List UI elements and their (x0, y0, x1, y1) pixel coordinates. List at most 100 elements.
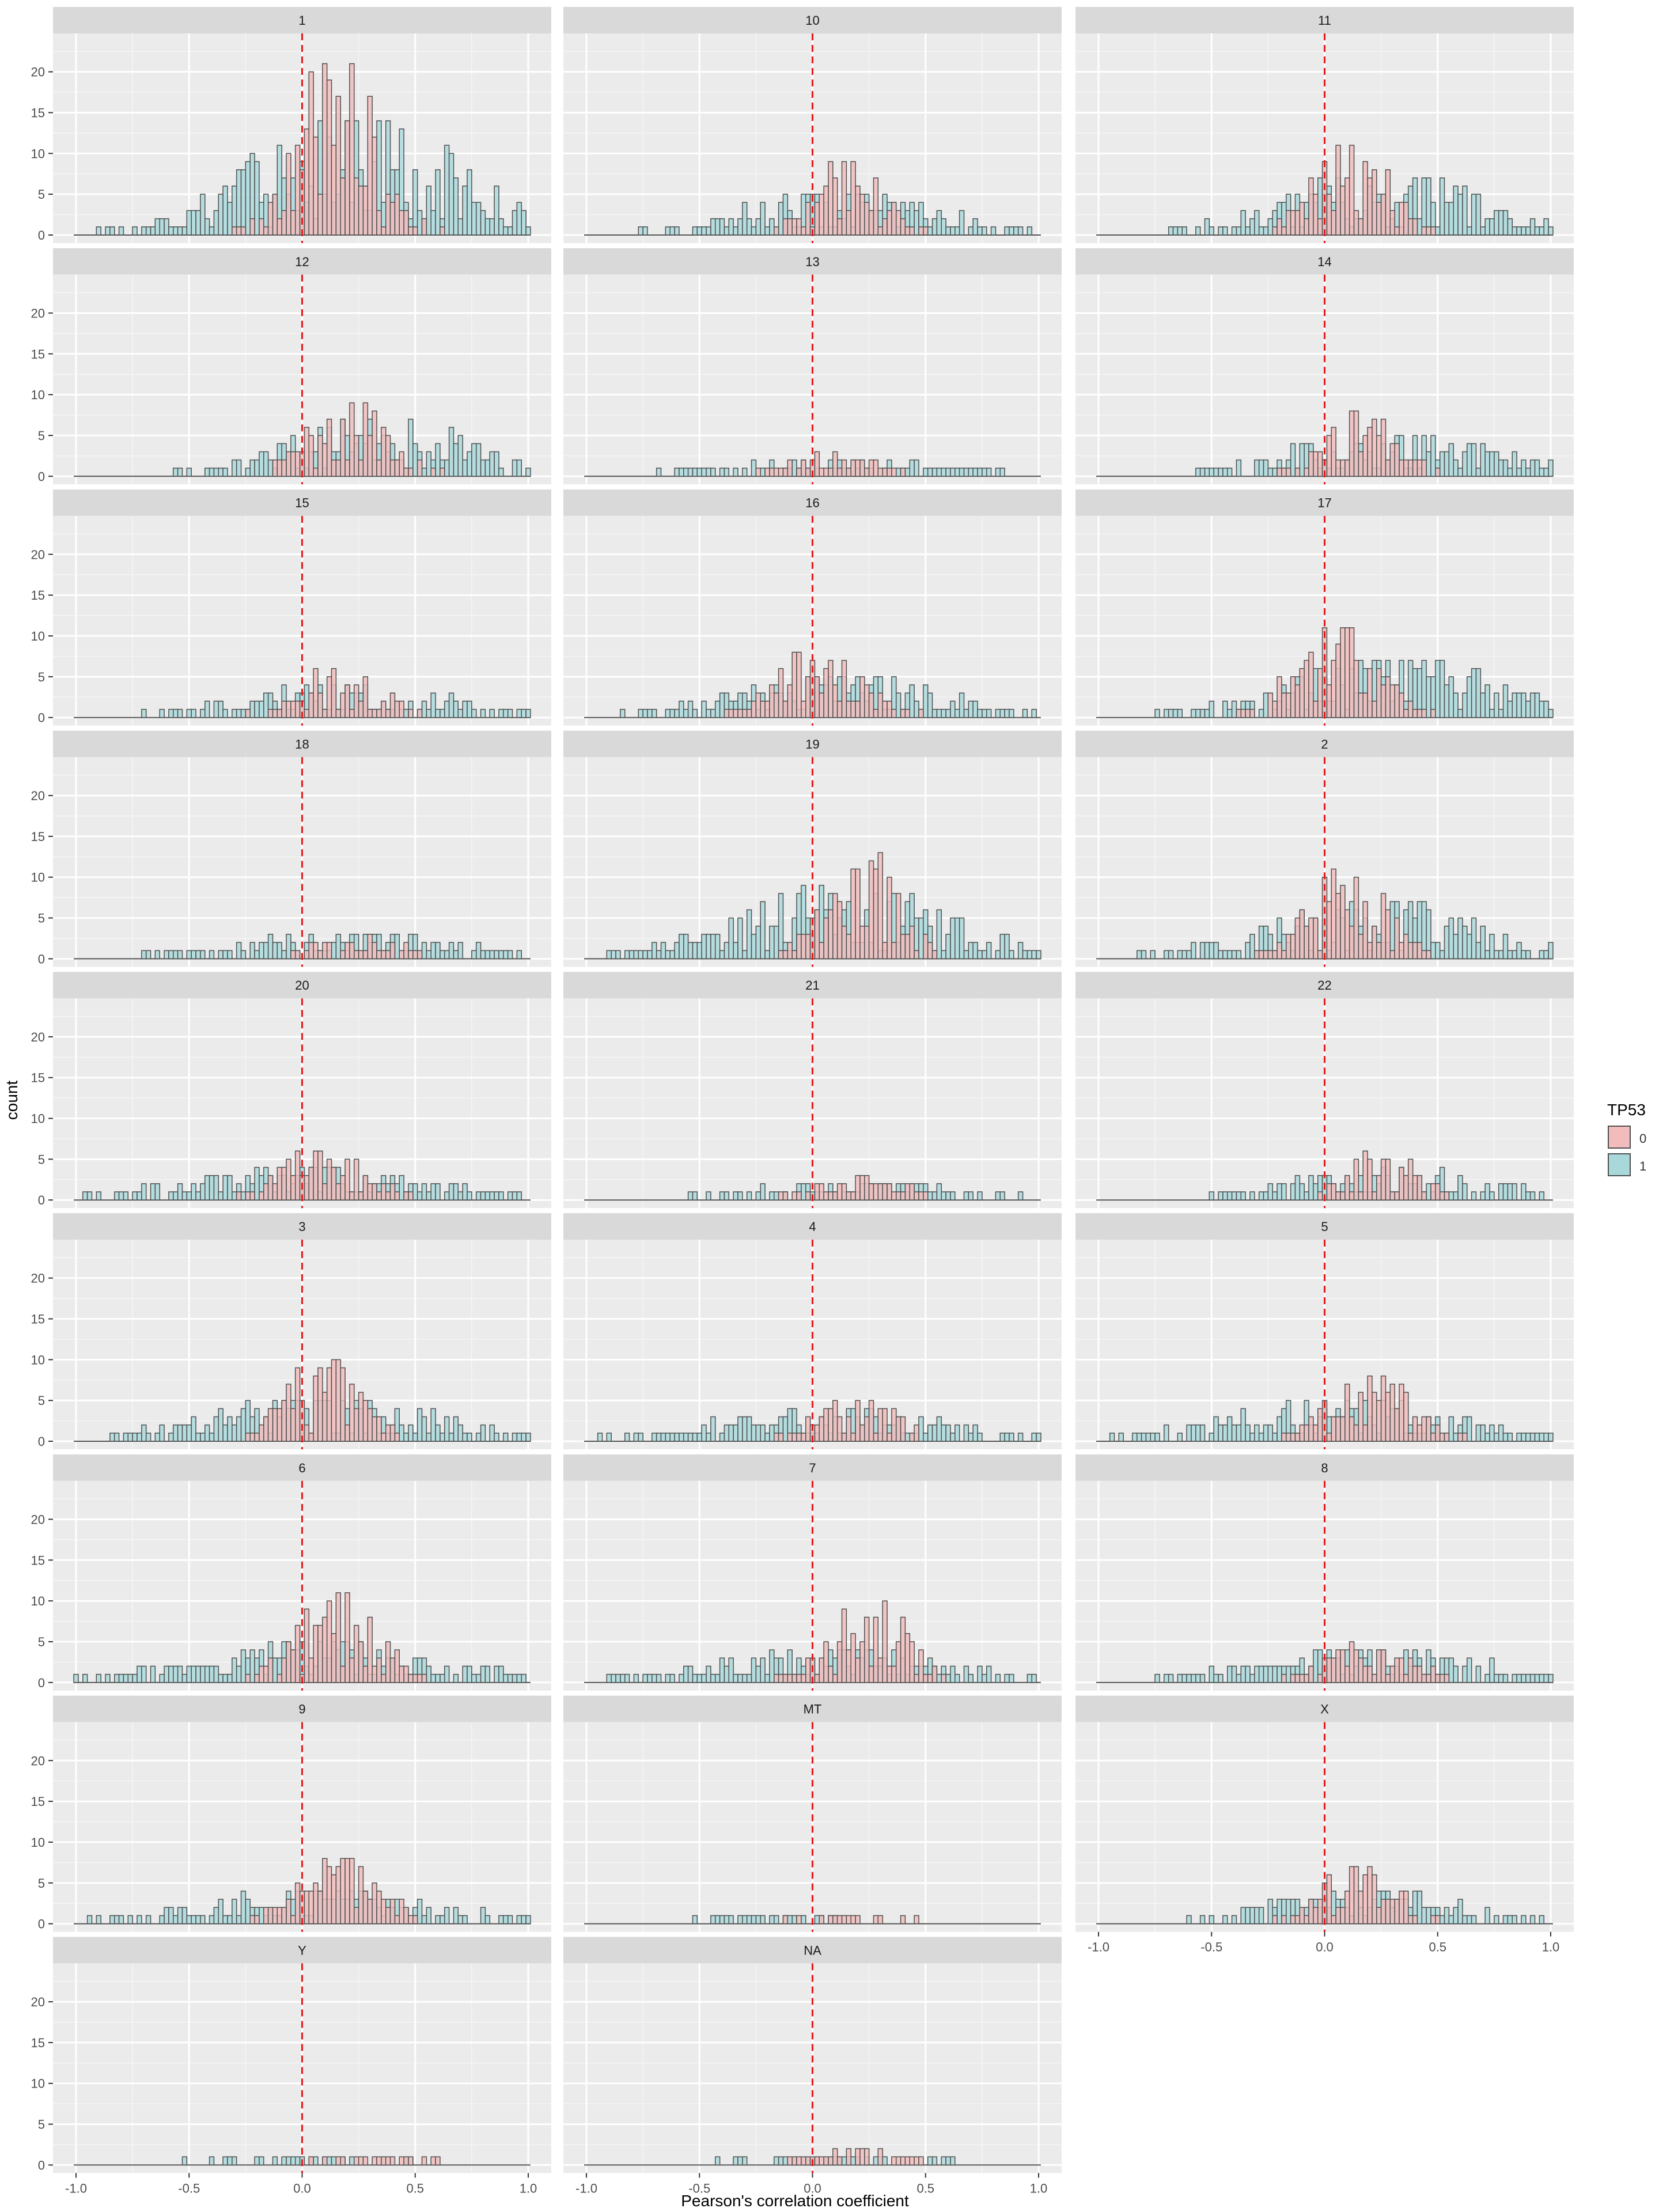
histogram-bar (1218, 1424, 1224, 1442)
histogram-bar (82, 1191, 88, 1200)
histogram-bar (150, 1665, 156, 1683)
histogram-bar (1263, 950, 1269, 960)
y-tick-label: 0 (38, 2158, 45, 2172)
histogram-bar (1448, 202, 1454, 236)
histogram-bar (1539, 226, 1544, 236)
histogram-bar (1362, 692, 1368, 718)
histogram-bar (638, 709, 643, 718)
histogram-bar (638, 950, 643, 960)
histogram-bar (778, 2156, 784, 2166)
histogram-bar (1412, 1665, 1418, 1683)
histogram-bar (895, 692, 902, 718)
histogram-bar (467, 1665, 472, 1683)
histogram-bar (760, 202, 766, 236)
histogram-bar (1344, 909, 1350, 960)
histogram-bar (1353, 210, 1359, 236)
histogram-bar (1358, 1392, 1363, 1442)
histogram-bar (710, 709, 716, 718)
y-tick-label: 0 (38, 469, 45, 484)
histogram-bar (462, 1183, 468, 1200)
y-tick-label: 20 (31, 1753, 45, 1768)
histogram-bar (769, 684, 775, 718)
histogram-bar (426, 1433, 431, 1442)
y-axis-title: count (3, 1081, 21, 1120)
histogram-bar (254, 1673, 260, 1683)
histogram-bar (1403, 1891, 1409, 1925)
histogram-bar (1254, 210, 1260, 236)
histogram-bar (430, 1408, 436, 1442)
histogram-bar (1529, 459, 1536, 477)
histogram-bar (968, 700, 974, 718)
histogram-bar (774, 1915, 779, 1925)
histogram-bar (864, 1616, 870, 1683)
histogram-bar (73, 1673, 79, 1683)
histogram-bar (322, 942, 328, 960)
histogram-bar (1226, 1191, 1233, 1200)
histogram-bar (118, 226, 124, 236)
histogram-bar (249, 1433, 255, 1442)
histogram-bar (737, 1416, 743, 1442)
histogram-bar (1195, 467, 1201, 477)
y-tick-label: 20 (31, 1995, 45, 2009)
histogram-bar (218, 194, 224, 236)
histogram-bar (982, 467, 987, 477)
histogram-bar (1294, 1175, 1301, 1200)
histogram-bar (200, 1183, 206, 1200)
histogram-bar (706, 226, 711, 236)
histogram-bar (692, 226, 698, 236)
histogram-bar (381, 1899, 387, 1925)
histogram-bar (950, 1191, 956, 1200)
histogram-bar (774, 2156, 779, 2166)
histogram-bar (1294, 684, 1301, 718)
histogram-bar (674, 467, 680, 477)
histogram-bar (1281, 692, 1287, 718)
histogram-bar (1313, 1649, 1319, 1683)
histogram-bar (403, 1433, 409, 1442)
histogram-bar (787, 459, 793, 477)
histogram-bar (968, 1433, 974, 1442)
histogram-bar (376, 2156, 382, 2166)
facet-panel: 8 (1075, 1454, 1574, 1691)
histogram-bar (959, 917, 965, 960)
histogram-bar (186, 1665, 192, 1683)
histogram-bar (836, 467, 843, 477)
histogram-bar (173, 226, 179, 236)
histogram-bar (1389, 443, 1395, 477)
histogram-bar (1502, 1673, 1509, 1683)
histogram-bar (1186, 950, 1192, 960)
histogram-bar (173, 1665, 179, 1683)
histogram-bar (480, 950, 486, 960)
histogram-bar (733, 942, 738, 960)
histogram-bar (213, 1416, 219, 1442)
histogram-bar (1027, 950, 1032, 960)
histogram-bar (408, 467, 414, 477)
y-tick-label: 5 (38, 429, 45, 443)
histogram-bar (1331, 660, 1336, 718)
x-tick-label: 0.5 (916, 2181, 934, 2195)
histogram-bar (467, 1433, 472, 1442)
histogram-bar (453, 177, 459, 236)
histogram-bar (1154, 1433, 1160, 1442)
histogram-bar (1191, 1424, 1196, 1442)
histogram-bar (1222, 467, 1228, 477)
histogram-bar (331, 1359, 337, 1442)
histogram-bar (213, 1665, 219, 1683)
histogram-bar (1335, 1907, 1341, 1925)
histogram-bar (200, 194, 206, 236)
histogram-bar (240, 1408, 247, 1442)
histogram-bar (1394, 917, 1400, 960)
histogram-bar (489, 451, 495, 477)
histogram-bar (259, 1191, 264, 1200)
histogram-bar (895, 893, 902, 960)
histogram-bar (227, 2156, 233, 2166)
histogram-bar (823, 1408, 829, 1442)
histogram-bar (1186, 1673, 1192, 1683)
histogram-bar (362, 185, 369, 236)
histogram-bar (1462, 1665, 1468, 1683)
histogram-bar (850, 1433, 856, 1442)
histogram-bar (1168, 950, 1174, 960)
histogram-bar (118, 1915, 124, 1925)
histogram-bar (304, 1608, 310, 1683)
histogram-bar (850, 459, 856, 477)
histogram-bar (891, 467, 897, 477)
